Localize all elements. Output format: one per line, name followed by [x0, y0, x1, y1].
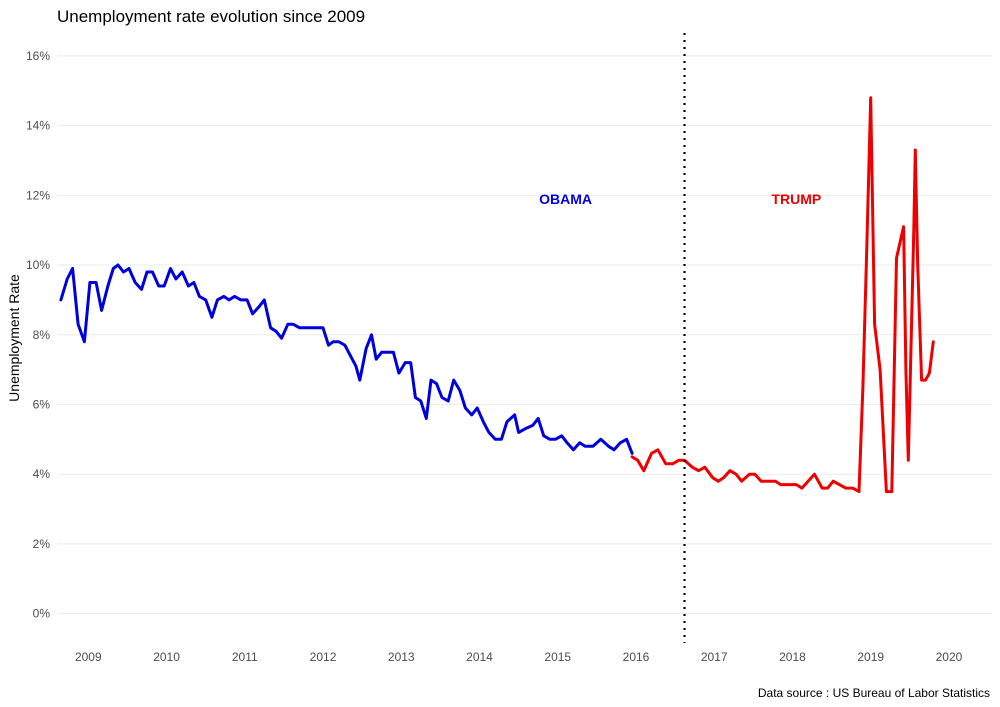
y-tick-label: 2% [33, 537, 51, 551]
x-tick-label: 2019 [857, 650, 884, 664]
x-tick-label: 2015 [544, 650, 571, 664]
series-line-0 [59, 263, 634, 455]
annotations: OBAMA TRUMP [539, 191, 821, 207]
y-tick-labels: 0% 2% 4% 6% 8% 10% 12% 14% 16% [26, 49, 50, 621]
grid [57, 55, 992, 615]
x-tick-labels: 2009 2010 2011 2012 2013 2014 2015 2016 2017 2018… [75, 650, 963, 664]
y-tick-label: 16% [26, 49, 50, 63]
y-tick-label: 14% [26, 119, 50, 133]
y-tick-label: 0% [33, 607, 51, 621]
y-tick-label: 8% [33, 328, 51, 342]
x-tick-label: 2018 [779, 650, 806, 664]
series-lines [59, 96, 935, 494]
x-tick-label: 2020 [936, 650, 963, 664]
series-line-1 [630, 96, 935, 494]
x-tick-label: 2010 [153, 650, 180, 664]
y-tick-label: 12% [26, 188, 50, 202]
x-tick-label: 2014 [466, 650, 493, 664]
y-tick-label: 10% [26, 258, 50, 272]
data-source-caption: Data source : US Bureau of Labor Statist… [758, 686, 990, 700]
y-tick-label: 6% [33, 397, 51, 411]
x-tick-label: 2013 [388, 650, 415, 664]
x-tick-label: 2012 [310, 650, 337, 664]
x-tick-label: 2016 [623, 650, 650, 664]
x-tick-label: 2017 [701, 650, 728, 664]
y-tick-label: 4% [33, 467, 51, 481]
x-tick-label: 2011 [232, 650, 258, 664]
chart-title: Unemployment rate evolution since 2009 [57, 7, 365, 26]
annotation-label: OBAMA [539, 191, 592, 207]
x-tick-label: 2009 [75, 650, 102, 664]
annotation-label: TRUMP [772, 191, 822, 207]
y-axis-label: Unemployment Rate [6, 274, 22, 402]
